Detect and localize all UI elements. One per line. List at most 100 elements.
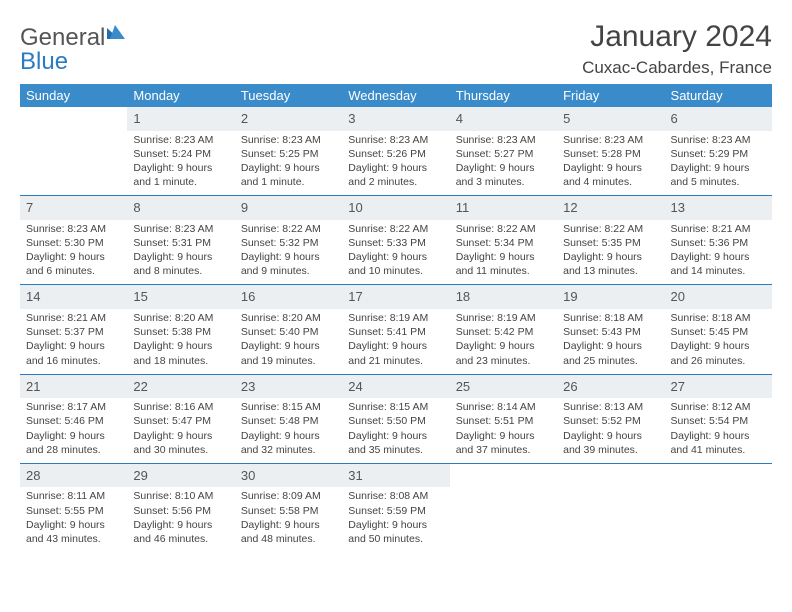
sunset-line: Sunset: 5:50 PM (348, 414, 443, 428)
day-details: Sunrise: 8:22 AMSunset: 5:35 PMDaylight:… (557, 220, 664, 285)
day-number: 15 (127, 285, 234, 309)
calendar-day-cell: 8Sunrise: 8:23 AMSunset: 5:31 PMDaylight… (127, 196, 234, 285)
calendar-day-cell: 5Sunrise: 8:23 AMSunset: 5:28 PMDaylight… (557, 107, 664, 196)
day-details: Sunrise: 8:23 AMSunset: 5:27 PMDaylight:… (450, 131, 557, 196)
calendar-day-cell: 20Sunrise: 8:18 AMSunset: 5:45 PMDayligh… (665, 285, 772, 374)
sunrise-line: Sunrise: 8:22 AM (563, 222, 658, 236)
day-details: Sunrise: 8:23 AMSunset: 5:25 PMDaylight:… (235, 131, 342, 196)
calendar-week-row: 1Sunrise: 8:23 AMSunset: 5:24 PMDaylight… (20, 107, 772, 196)
sunset-line: Sunset: 5:27 PM (456, 147, 551, 161)
sunset-line: Sunset: 5:36 PM (671, 236, 766, 250)
sunrise-line: Sunrise: 8:23 AM (133, 222, 228, 236)
brand-logo: GeneralBlue (20, 20, 125, 74)
sunrise-line: Sunrise: 8:23 AM (241, 133, 336, 147)
sunset-line: Sunset: 5:59 PM (348, 504, 443, 518)
sunset-line: Sunset: 5:52 PM (563, 414, 658, 428)
sunrise-line: Sunrise: 8:22 AM (348, 222, 443, 236)
daylight-line: Daylight: 9 hours and 46 minutes. (133, 518, 228, 546)
calendar-day-cell: 21Sunrise: 8:17 AMSunset: 5:46 PMDayligh… (20, 374, 127, 463)
sunset-line: Sunset: 5:54 PM (671, 414, 766, 428)
sunrise-line: Sunrise: 8:09 AM (241, 489, 336, 503)
daylight-line: Daylight: 9 hours and 21 minutes. (348, 339, 443, 367)
day-number: 4 (450, 107, 557, 131)
sunset-line: Sunset: 5:34 PM (456, 236, 551, 250)
sunrise-line: Sunrise: 8:21 AM (26, 311, 121, 325)
weekday-header: Thursday (450, 84, 557, 107)
daylight-line: Daylight: 9 hours and 4 minutes. (563, 161, 658, 189)
day-number: 26 (557, 375, 664, 399)
calendar-day-cell: 25Sunrise: 8:14 AMSunset: 5:51 PMDayligh… (450, 374, 557, 463)
calendar-day-cell: 6Sunrise: 8:23 AMSunset: 5:29 PMDaylight… (665, 107, 772, 196)
calendar-table: SundayMondayTuesdayWednesdayThursdayFrid… (20, 84, 772, 552)
sunset-line: Sunset: 5:51 PM (456, 414, 551, 428)
calendar-week-row: 28Sunrise: 8:11 AMSunset: 5:55 PMDayligh… (20, 463, 772, 552)
calendar-day-cell: 9Sunrise: 8:22 AMSunset: 5:32 PMDaylight… (235, 196, 342, 285)
sunrise-line: Sunrise: 8:21 AM (671, 222, 766, 236)
calendar-day-cell: 22Sunrise: 8:16 AMSunset: 5:47 PMDayligh… (127, 374, 234, 463)
daylight-line: Daylight: 9 hours and 5 minutes. (671, 161, 766, 189)
sunrise-line: Sunrise: 8:23 AM (26, 222, 121, 236)
daylight-line: Daylight: 9 hours and 41 minutes. (671, 429, 766, 457)
calendar-day-cell: 13Sunrise: 8:21 AMSunset: 5:36 PMDayligh… (665, 196, 772, 285)
calendar-empty-cell (557, 463, 664, 552)
day-number: 11 (450, 196, 557, 220)
calendar-day-cell: 12Sunrise: 8:22 AMSunset: 5:35 PMDayligh… (557, 196, 664, 285)
calendar-empty-cell (20, 107, 127, 196)
daylight-line: Daylight: 9 hours and 23 minutes. (456, 339, 551, 367)
calendar-day-cell: 16Sunrise: 8:20 AMSunset: 5:40 PMDayligh… (235, 285, 342, 374)
calendar-day-cell: 17Sunrise: 8:19 AMSunset: 5:41 PMDayligh… (342, 285, 449, 374)
calendar-day-cell: 30Sunrise: 8:09 AMSunset: 5:58 PMDayligh… (235, 463, 342, 552)
daylight-line: Daylight: 9 hours and 18 minutes. (133, 339, 228, 367)
day-number: 17 (342, 285, 449, 309)
sunset-line: Sunset: 5:45 PM (671, 325, 766, 339)
calendar-empty-cell (665, 463, 772, 552)
sunrise-line: Sunrise: 8:19 AM (456, 311, 551, 325)
day-number: 6 (665, 107, 772, 131)
sunrise-line: Sunrise: 8:19 AM (348, 311, 443, 325)
sunrise-line: Sunrise: 8:15 AM (348, 400, 443, 414)
day-details: Sunrise: 8:17 AMSunset: 5:46 PMDaylight:… (20, 398, 127, 463)
sunset-line: Sunset: 5:43 PM (563, 325, 658, 339)
sunrise-line: Sunrise: 8:18 AM (563, 311, 658, 325)
sunrise-line: Sunrise: 8:23 AM (563, 133, 658, 147)
day-details: Sunrise: 8:23 AMSunset: 5:24 PMDaylight:… (127, 131, 234, 196)
daylight-line: Daylight: 9 hours and 19 minutes. (241, 339, 336, 367)
day-number: 12 (557, 196, 664, 220)
day-details: Sunrise: 8:15 AMSunset: 5:50 PMDaylight:… (342, 398, 449, 463)
location: Cuxac-Cabardes, France (582, 58, 772, 78)
sunrise-line: Sunrise: 8:13 AM (563, 400, 658, 414)
brand-part1: General (20, 24, 105, 51)
daylight-line: Daylight: 9 hours and 48 minutes. (241, 518, 336, 546)
month-title: January 2024 (582, 20, 772, 54)
header: GeneralBlue January 2024 Cuxac-Cabardes,… (20, 20, 772, 78)
calendar-day-cell: 18Sunrise: 8:19 AMSunset: 5:42 PMDayligh… (450, 285, 557, 374)
day-number: 18 (450, 285, 557, 309)
day-details: Sunrise: 8:22 AMSunset: 5:32 PMDaylight:… (235, 220, 342, 285)
day-details: Sunrise: 8:20 AMSunset: 5:40 PMDaylight:… (235, 309, 342, 374)
sunrise-line: Sunrise: 8:23 AM (456, 133, 551, 147)
day-details: Sunrise: 8:23 AMSunset: 5:30 PMDaylight:… (20, 220, 127, 285)
sunrise-line: Sunrise: 8:18 AM (671, 311, 766, 325)
day-number: 14 (20, 285, 127, 309)
calendar-day-cell: 23Sunrise: 8:15 AMSunset: 5:48 PMDayligh… (235, 374, 342, 463)
sunrise-line: Sunrise: 8:10 AM (133, 489, 228, 503)
sunset-line: Sunset: 5:24 PM (133, 147, 228, 161)
calendar-week-row: 21Sunrise: 8:17 AMSunset: 5:46 PMDayligh… (20, 374, 772, 463)
day-details: Sunrise: 8:22 AMSunset: 5:34 PMDaylight:… (450, 220, 557, 285)
day-number: 29 (127, 464, 234, 488)
day-details: Sunrise: 8:21 AMSunset: 5:37 PMDaylight:… (20, 309, 127, 374)
calendar-day-cell: 11Sunrise: 8:22 AMSunset: 5:34 PMDayligh… (450, 196, 557, 285)
day-number: 24 (342, 375, 449, 399)
day-details: Sunrise: 8:23 AMSunset: 5:28 PMDaylight:… (557, 131, 664, 196)
weekday-header: Tuesday (235, 84, 342, 107)
day-number: 9 (235, 196, 342, 220)
sunset-line: Sunset: 5:38 PM (133, 325, 228, 339)
sunset-line: Sunset: 5:58 PM (241, 504, 336, 518)
day-number: 27 (665, 375, 772, 399)
daylight-line: Daylight: 9 hours and 30 minutes. (133, 429, 228, 457)
day-details: Sunrise: 8:08 AMSunset: 5:59 PMDaylight:… (342, 487, 449, 552)
calendar-body: 1Sunrise: 8:23 AMSunset: 5:24 PMDaylight… (20, 107, 772, 552)
day-details: Sunrise: 8:18 AMSunset: 5:43 PMDaylight:… (557, 309, 664, 374)
sunset-line: Sunset: 5:56 PM (133, 504, 228, 518)
day-number: 3 (342, 107, 449, 131)
